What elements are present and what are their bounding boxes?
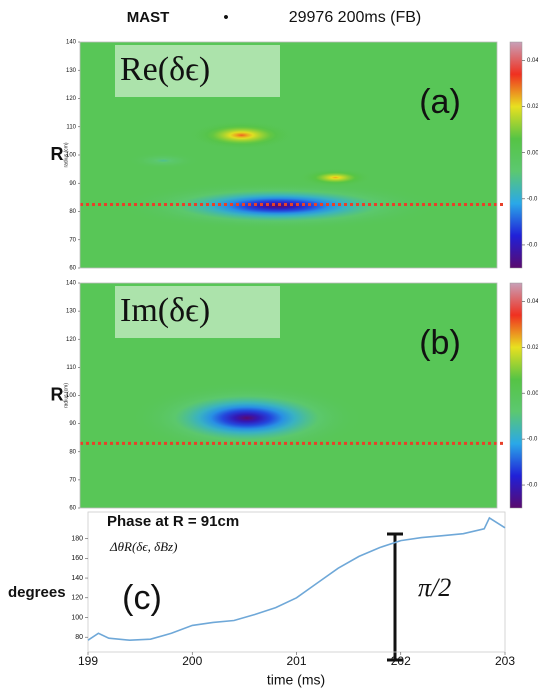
y-tick-label: 70 bbox=[69, 477, 76, 483]
annotation-angle: π/2 bbox=[418, 573, 451, 602]
y-tick-label: 90 bbox=[69, 421, 76, 427]
x-tick-label: 202 bbox=[391, 654, 411, 668]
y-tick-label: 160 bbox=[71, 555, 83, 562]
y-tick-label: 120 bbox=[66, 337, 77, 343]
phase-line bbox=[87, 516, 506, 642]
x-tick-label: 200 bbox=[182, 654, 202, 668]
colorbar-tick-label: -0.0 bbox=[527, 243, 538, 249]
x-tick-label: 199 bbox=[78, 654, 98, 668]
annotation-title: Phase at R = 91cm bbox=[107, 513, 239, 530]
y-tick-label: 100 bbox=[71, 614, 83, 621]
colorbar-tick-label: 0.04 bbox=[527, 58, 538, 64]
y-tick-label: 110 bbox=[66, 124, 76, 130]
y-tick-label: 110 bbox=[66, 365, 76, 371]
colorbar-tick-label: -0.0 bbox=[527, 437, 538, 443]
y-axis-label-small: radius (cm) bbox=[63, 142, 69, 167]
y-tick-label: 80 bbox=[69, 449, 76, 455]
colorbar bbox=[509, 282, 523, 509]
colorbar-tick-label: -0.0 bbox=[527, 483, 538, 489]
colorbar-tick-label: 0.00 bbox=[527, 150, 538, 156]
y-tick-label: 130 bbox=[66, 68, 77, 74]
y-tick-label: 180 bbox=[71, 535, 83, 542]
phase-bar bbox=[387, 532, 403, 662]
heat-blob bbox=[184, 119, 299, 151]
heat-blob bbox=[126, 381, 367, 455]
colorbar-tick-label: 0.04 bbox=[527, 299, 538, 305]
panel-label: (a) bbox=[419, 83, 461, 121]
title-experiment: MAST bbox=[127, 9, 170, 26]
panel-label: (b) bbox=[419, 324, 461, 362]
y-axis-label-small: radius (cm) bbox=[63, 383, 69, 408]
heat-blob bbox=[126, 152, 200, 170]
heat-blob bbox=[295, 167, 376, 188]
y-tick-label: 140 bbox=[66, 40, 77, 46]
y-tick-label: 120 bbox=[71, 595, 83, 602]
y-tick-label: 100 bbox=[66, 393, 77, 399]
y-tick-label: 130 bbox=[66, 309, 77, 315]
y-tick-label: 100 bbox=[66, 153, 77, 159]
y-tick-label: 90 bbox=[69, 181, 76, 187]
y-tick-label: 70 bbox=[69, 237, 76, 243]
x-tick-label: 201 bbox=[286, 654, 306, 668]
colorbar-tick-label: -0.0 bbox=[527, 196, 538, 202]
y-tick-label: 60 bbox=[69, 266, 76, 272]
panel-quantity: Re(δϵ) bbox=[120, 51, 210, 88]
title-separator: • bbox=[223, 9, 228, 26]
colorbar bbox=[509, 41, 523, 269]
panel-label: (c) bbox=[122, 579, 162, 617]
y-tick-label: 80 bbox=[69, 209, 76, 215]
y-tick-label: 140 bbox=[66, 281, 77, 287]
label-backdrop bbox=[115, 45, 280, 97]
y-axis-label: R bbox=[51, 144, 64, 164]
y-tick-label: 120 bbox=[66, 96, 77, 102]
colorbar-tick-label: 0.00 bbox=[527, 391, 538, 397]
panel-quantity: Im(δϵ) bbox=[120, 292, 210, 329]
colorbar-tick-label: 0.02 bbox=[527, 345, 538, 351]
y-axis-label: R bbox=[51, 384, 64, 404]
label-backdrop bbox=[115, 286, 280, 338]
y-axis-label: degrees bbox=[8, 584, 66, 601]
annotation-quantity: ΔθR(δϵ, δBz) bbox=[109, 539, 177, 554]
title-shot: 29976 200ms (FB) bbox=[289, 9, 422, 26]
y-tick-label: 60 bbox=[69, 506, 76, 512]
y-tick-label: 140 bbox=[71, 575, 83, 582]
y-tick-label: 80 bbox=[75, 634, 83, 641]
colorbar-tick-label: 0.02 bbox=[527, 104, 538, 110]
x-axis-label: time (ms) bbox=[267, 672, 325, 688]
x-tick-label: 203 bbox=[495, 654, 515, 668]
